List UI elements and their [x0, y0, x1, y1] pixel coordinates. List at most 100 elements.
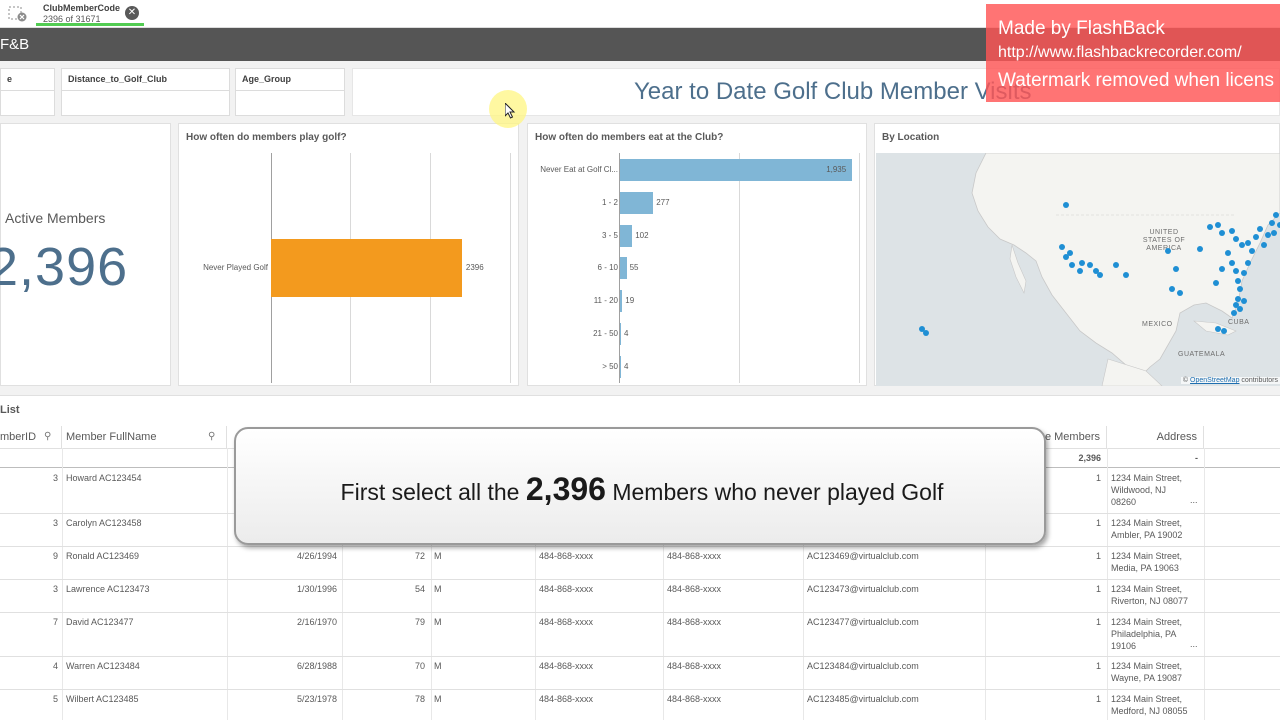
map-title: By Location [882, 132, 940, 143]
map-point[interactable] [1087, 262, 1093, 268]
cell-age: 70 [414, 661, 425, 671]
map-point[interactable] [1249, 248, 1255, 254]
bar[interactable] [620, 191, 654, 214]
cell-id: 4 [52, 661, 58, 671]
map-point[interactable] [1265, 232, 1271, 238]
map-point[interactable] [1261, 242, 1267, 248]
column-header-fullname[interactable]: Member FullName ⚲ [62, 426, 227, 448]
cell-email: AC123469@virtualclub.com [807, 551, 919, 561]
map-point[interactable] [1233, 268, 1239, 274]
map-point[interactable] [1257, 226, 1263, 232]
map-point[interactable] [1069, 262, 1075, 268]
clear-selections-icon[interactable] [8, 6, 28, 22]
cell-address-line: 1234 Main Street, [1111, 518, 1183, 528]
map-point[interactable] [1219, 230, 1225, 236]
bar-value-label: 55 [629, 263, 639, 273]
cell-address-line: Wildwood, NJ [1111, 485, 1167, 495]
map-point[interactable] [1215, 326, 1221, 332]
map-point[interactable] [1123, 272, 1129, 278]
map-point[interactable] [1097, 272, 1103, 278]
openstreetmap-link[interactable]: OpenStreetMap [1190, 377, 1240, 384]
map-point[interactable] [1169, 286, 1175, 292]
map-point[interactable] [1077, 268, 1083, 274]
cell-address-line: 1234 Main Street, [1111, 661, 1183, 671]
attribution-prefix: © [1182, 377, 1189, 384]
map-point[interactable] [1235, 296, 1241, 302]
map-point[interactable] [923, 330, 929, 336]
map-point[interactable] [1093, 268, 1099, 274]
map-point[interactable] [1241, 298, 1247, 304]
chart-title: How often do members eat at the Club? [535, 132, 724, 143]
map-point[interactable] [1233, 236, 1239, 242]
search-icon[interactable]: ⚲ [44, 431, 52, 442]
cell-dob: 6/28/1988 [296, 661, 337, 671]
bar[interactable] [271, 239, 462, 297]
cell-gender: M [434, 551, 442, 561]
map-point[interactable] [1173, 266, 1179, 272]
map-point[interactable] [1239, 242, 1245, 248]
axis-line [619, 153, 620, 383]
total-address: - [1195, 453, 1198, 463]
filter-pane-1[interactable]: e [0, 68, 55, 116]
bar-category-label: 11 - 20 [593, 296, 618, 306]
cell-phone1: 484-868-xxxx [539, 661, 594, 671]
map-point[interactable] [1229, 260, 1235, 266]
column-header-members[interactable]: e Members [985, 426, 1107, 448]
map-point[interactable] [1215, 222, 1221, 228]
map-point[interactable] [1059, 244, 1065, 250]
selection-chip[interactable]: ClubMemberCode 2396 of 31671 ✕ [36, 1, 144, 26]
map-point[interactable] [1271, 230, 1277, 236]
watermark-line-3: Watermark removed when licens [998, 70, 1274, 91]
map-point[interactable] [1253, 234, 1259, 240]
map-point[interactable] [1225, 250, 1231, 256]
map-point[interactable] [1273, 212, 1279, 218]
cell-name: Howard AC123454 [66, 473, 142, 483]
map-point[interactable] [1063, 202, 1069, 208]
cell-name: Warren AC123484 [66, 661, 140, 671]
map-point[interactable] [1219, 266, 1225, 272]
map-point[interactable] [1229, 228, 1235, 234]
cell-phone2: 484-868-xxxx [667, 661, 722, 671]
map-point[interactable] [1237, 286, 1243, 292]
column-header-member-id[interactable]: mberID ⚲ [0, 426, 62, 448]
map-point[interactable] [1231, 310, 1237, 316]
map-point[interactable] [1277, 222, 1280, 228]
column-header-address[interactable]: Address [1107, 426, 1204, 448]
map-point[interactable] [1207, 224, 1213, 230]
map-point[interactable] [1063, 254, 1069, 260]
map-point[interactable] [1237, 306, 1243, 312]
cell-address-line: Ambler, PA 19002 [1111, 530, 1183, 540]
map-point[interactable] [1067, 250, 1073, 256]
map-point[interactable] [1221, 328, 1227, 334]
cell-name: Carolyn AC123458 [66, 518, 142, 528]
map-point[interactable] [919, 326, 925, 332]
location-map[interactable]: UNITED STATES OF AMERICA MEXICO CUBA GUA… [876, 153, 1280, 386]
map-point[interactable] [1241, 270, 1247, 276]
filter-distance-to-golf-club[interactable]: Distance_to_Golf_Club [61, 68, 230, 116]
map-point[interactable] [1233, 302, 1239, 308]
bar[interactable] [620, 159, 853, 181]
cell-count: 1 [1095, 584, 1101, 594]
cell-gender: M [434, 661, 442, 671]
map-point[interactable] [1177, 290, 1183, 296]
map-point[interactable] [1079, 260, 1085, 266]
bar[interactable] [620, 257, 627, 280]
map-point[interactable] [1197, 246, 1203, 252]
bar[interactable] [620, 355, 621, 378]
map-point[interactable] [1165, 248, 1171, 254]
bar[interactable] [620, 224, 633, 247]
callout-after: Members who never played Golf [605, 479, 944, 505]
map-point[interactable] [1113, 262, 1119, 268]
map-point[interactable] [1245, 260, 1251, 266]
search-icon[interactable]: ⚲ [208, 431, 216, 442]
bar[interactable] [620, 290, 623, 313]
map-point[interactable] [1235, 278, 1241, 284]
map-point[interactable] [1213, 280, 1219, 286]
kpi-panel[interactable] [0, 123, 171, 386]
bar[interactable] [620, 323, 621, 345]
filter-age-group[interactable]: Age_Group [235, 68, 345, 116]
map-point[interactable] [1269, 220, 1275, 226]
map-point[interactable] [1245, 240, 1251, 246]
clear-selection-icon[interactable]: ✕ [125, 6, 139, 20]
map-landmass [971, 153, 1280, 386]
